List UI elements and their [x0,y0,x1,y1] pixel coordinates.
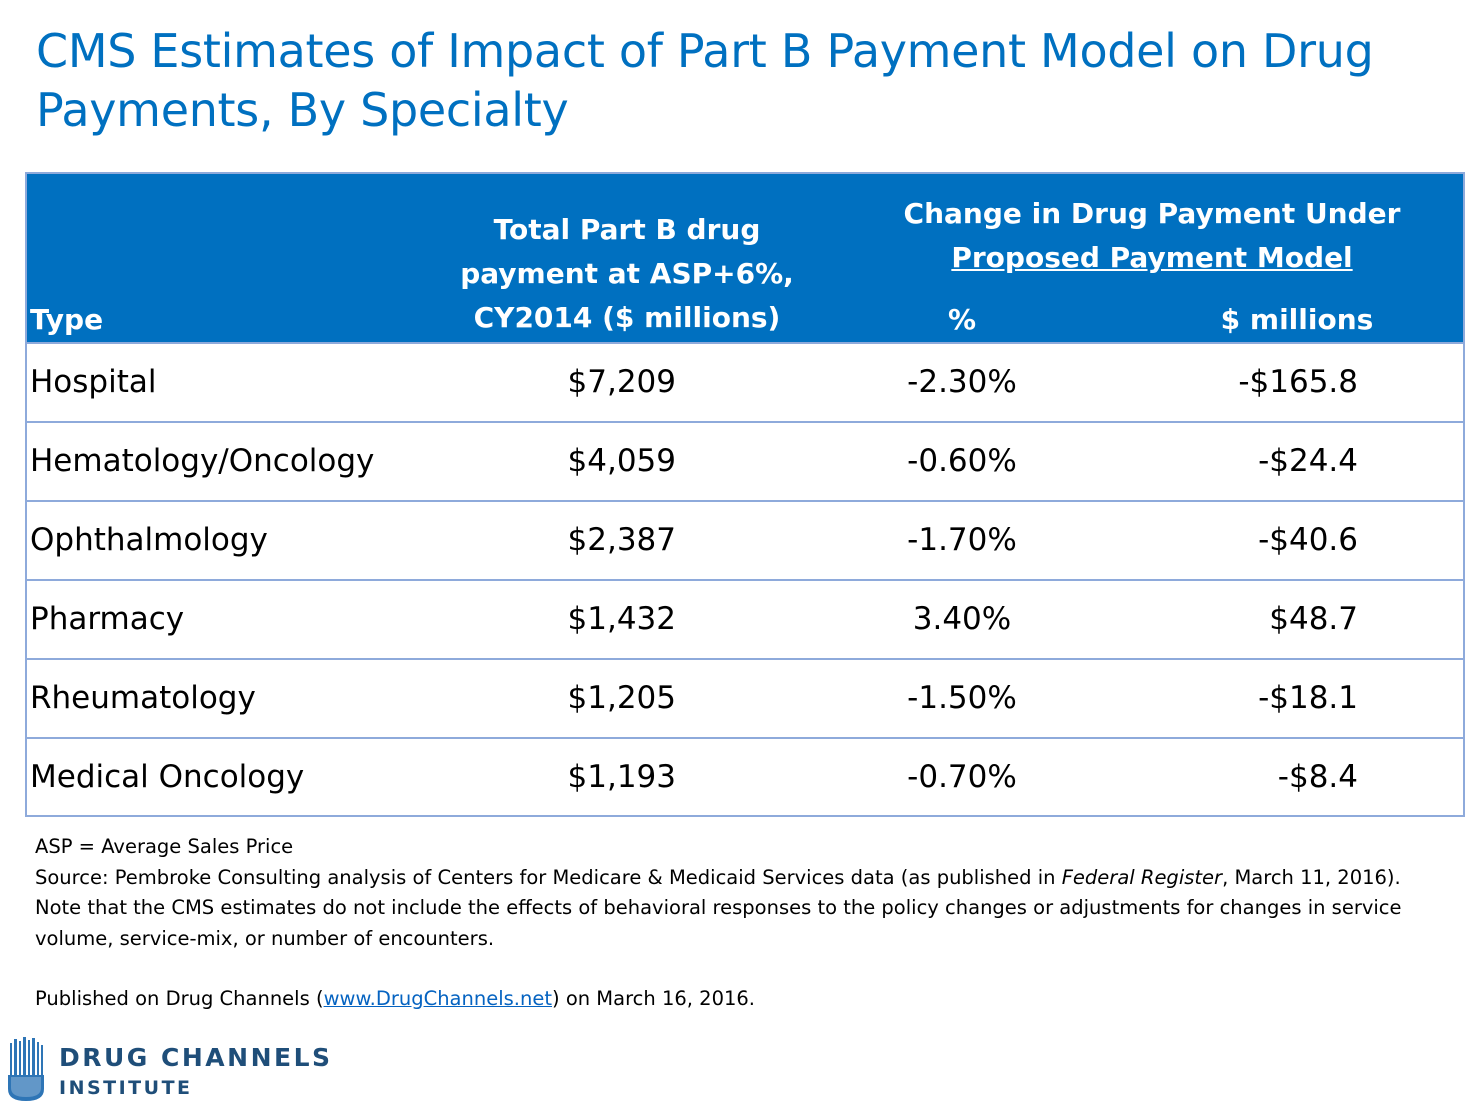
drugchannels-link[interactable]: www.DrugChannels.net [323,987,553,1010]
cell-total: $1,205 [567,680,676,716]
header-total-line3: CY2014 ($ millions) [473,301,781,334]
header-total-payment: Total Part B drug payment at ASP+6%, CY2… [427,208,827,340]
cell-millions: -$18.1 [1258,680,1358,716]
logo-line2: INSTITUTE [59,1077,193,1099]
logo-line1: DRUG CHANNELS [59,1043,333,1072]
cell-type: Ophthalmology [30,522,268,558]
header-total-line1: Total Part B drug [493,213,761,246]
footnotes: ASP = Average Sales Price Source: Pembro… [35,832,1455,1015]
cell-total: $4,059 [567,443,676,479]
cms-note: Note that the CMS estimates do not inclu… [35,896,1402,950]
cell-millions: -$24.4 [1258,443,1358,479]
source-publication: Federal Register [1061,865,1223,889]
header-change-group: Change in Drug Payment Under Proposed Pa… [847,192,1457,280]
cell-total: $1,193 [567,759,676,795]
header-total-line2: payment at ASP+6%, [460,257,794,290]
cell-millions: $48.7 [1269,601,1358,637]
drug-channels-logo: DRUG CHANNELS INSTITUTE [6,1037,336,1103]
cell-millions: -$165.8 [1238,364,1358,400]
cell-total: $1,432 [567,601,676,637]
cell-percent: -0.60% [907,443,1017,479]
test-tube-barcode-icon [8,1037,44,1101]
cell-millions: -$40.6 [1258,522,1358,558]
source-text: Source: Pembroke Consulting analysis of … [35,865,1062,889]
asp-note: ASP = Average Sales Price [35,835,294,858]
cell-type: Hematology/Oncology [30,443,375,479]
published-date: ) on March 16, 2016. [552,987,755,1010]
header-change-line1: Change in Drug Payment Under [903,197,1401,230]
published-text: Published on Drug Channels ( [35,987,324,1010]
header-type: Type [30,303,104,336]
table-row: Hospital $7,209 -2.30% -$165.8 [27,342,1463,421]
table-header: Type Total Part B drug payment at ASP+6%… [27,174,1463,342]
table-row: Rheumatology $1,205 -1.50% -$18.1 [27,658,1463,737]
cell-type: Hospital [30,364,157,400]
cell-percent: -1.70% [907,522,1017,558]
cell-total: $7,209 [567,364,676,400]
specialty-table: Type Total Part B drug payment at ASP+6%… [25,172,1465,817]
table-row: Ophthalmology $2,387 -1.70% -$40.6 [27,500,1463,579]
table-row: Pharmacy $1,432 3.40% $48.7 [27,579,1463,658]
cell-percent: -2.30% [907,364,1017,400]
table-row: Medical Oncology $1,193 -0.70% -$8.4 [27,737,1463,816]
published-note: Published on Drug Channels (www.DrugChan… [35,984,1455,1015]
cell-percent: -1.50% [907,680,1017,716]
header-change-line2: Proposed Payment Model [951,241,1353,274]
table-row: Hematology/Oncology $4,059 -0.60% -$24.4 [27,421,1463,500]
cell-type: Pharmacy [30,601,185,637]
cell-type: Rheumatology [30,680,256,716]
header-millions: $ millions [1220,303,1374,336]
cell-percent: -0.70% [907,759,1017,795]
cell-type: Medical Oncology [30,759,305,795]
cell-millions: -$8.4 [1277,759,1358,795]
source-note: Source: Pembroke Consulting analysis of … [35,863,1455,894]
cell-percent: 3.40% [912,601,1012,637]
source-date: , March 11, 2016). [1222,865,1401,889]
header-percent: % [947,303,977,336]
page-title: CMS Estimates of Impact of Part B Paymen… [36,24,1374,137]
cell-total: $2,387 [567,522,676,558]
